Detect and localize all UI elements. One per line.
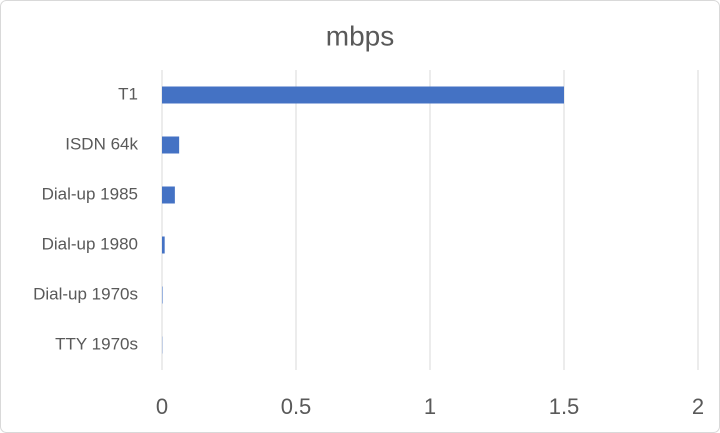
y-tick-label: ISDN 64k: [65, 134, 138, 153]
y-tick-label: Dial-up 1980: [42, 234, 138, 253]
y-tick-label: Dial-up 1985: [42, 184, 138, 203]
bar: [162, 136, 180, 154]
x-tick-label: 2: [692, 394, 704, 419]
y-tick-label: T1: [118, 84, 138, 103]
y-tick-label: TTY 1970s: [55, 334, 138, 353]
x-tick-label: 0.5: [281, 394, 312, 419]
bar: [162, 236, 165, 254]
y-tick-label: Dial-up 1970s: [33, 284, 138, 303]
x-tick-label: 1.5: [549, 394, 580, 419]
x-tick-label: 1: [424, 394, 436, 419]
chart-title: mbps: [326, 20, 394, 51]
bar: [162, 86, 564, 104]
bar: [162, 286, 163, 304]
x-tick-label: 0: [156, 394, 168, 419]
bar: [162, 186, 175, 204]
